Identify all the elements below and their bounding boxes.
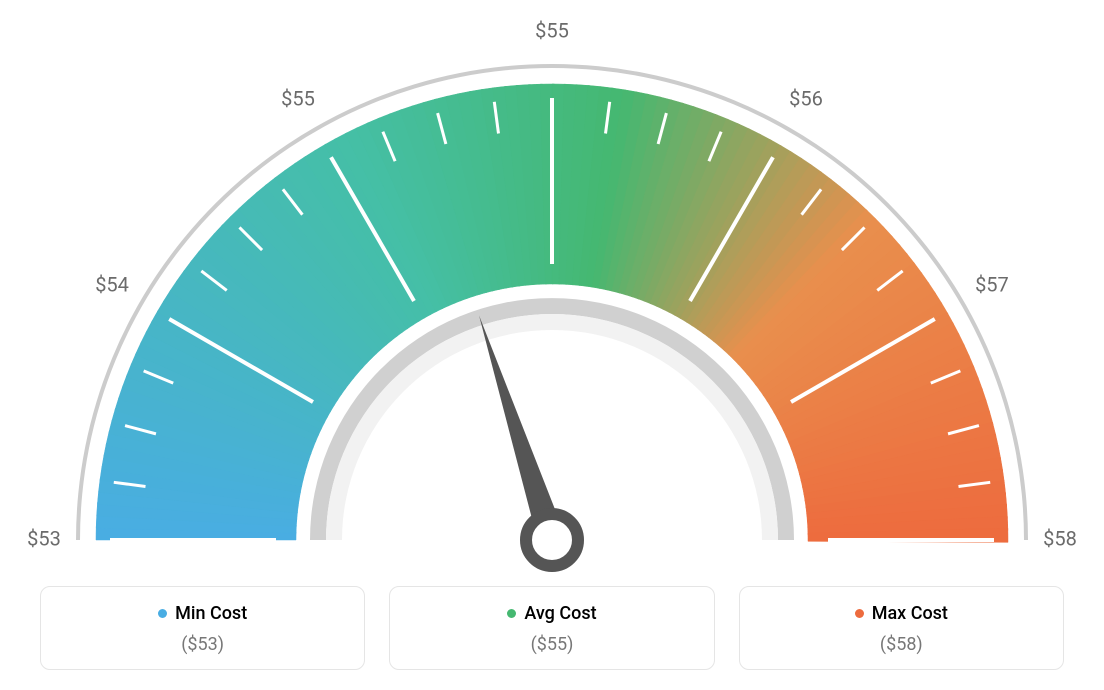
svg-text:$56: $56 [789,86,823,110]
legend-value-max: ($58) [752,634,1051,655]
dot-icon [507,609,516,618]
legend-label-min: Min Cost [53,603,352,624]
legend-label-max: Max Cost [752,603,1051,624]
legend-card-min: Min Cost ($53) [40,586,365,670]
legend-card-avg: Avg Cost ($55) [389,586,714,670]
legend-card-max: Max Cost ($58) [739,586,1064,670]
legend-label-text: Min Cost [175,603,247,624]
legend-value-min: ($53) [53,634,352,655]
svg-text:$57: $57 [975,272,1009,296]
legend-value-avg: ($55) [402,634,701,655]
svg-text:$55: $55 [535,18,569,42]
svg-text:$53: $53 [27,526,61,550]
legend-label-avg: Avg Cost [402,603,701,624]
dot-icon [158,609,167,618]
svg-text:$54: $54 [95,272,129,296]
gauge-chart-container: { "gauge": { "type": "gauge", "min": 53,… [0,0,1104,690]
gauge-svg: $53 $54 $55 $55 $56 $57 $58 [0,0,1104,580]
gauge-area: $53 $54 $55 $55 $56 $57 $58 [0,0,1104,560]
legend-row: Min Cost ($53) Avg Cost ($55) Max Cost (… [40,586,1064,670]
legend-label-text: Avg Cost [524,603,596,624]
dot-icon [855,609,864,618]
svg-text:$58: $58 [1043,526,1077,550]
svg-text:$55: $55 [281,86,315,110]
legend-label-text: Max Cost [872,603,948,624]
